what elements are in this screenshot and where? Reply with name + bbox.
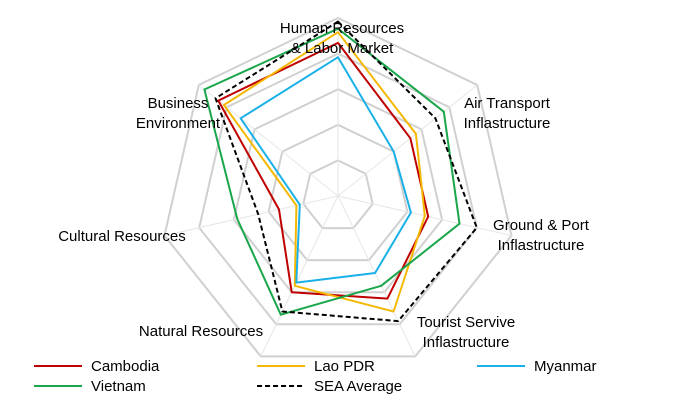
series-cambodia — [217, 41, 430, 300]
series-sea-average — [214, 20, 478, 323]
legend-label-lao-pdr: Lao PDR — [314, 358, 375, 375]
radar-series — [203, 20, 478, 323]
axis-label-cultural: Cultural Resources — [58, 228, 186, 245]
grid-ring-5 — [163, 16, 513, 358]
radar-spokes — [164, 18, 512, 357]
grid-ring-4 — [198, 52, 478, 326]
series-myanmar — [239, 56, 412, 284]
axis-labels: Human Resources & Labor Market Air Transpo… — [58, 20, 590, 351]
legend: Cambodia Lao PDR Myanmar Vietnam SEA Average — [34, 358, 597, 395]
grid-ring-3 — [232, 88, 444, 294]
axis-label-air: Air Transport Inflastructure — [464, 95, 551, 132]
axis-spoke-business — [198, 84, 339, 197]
series-vietnam — [203, 27, 461, 316]
legend-label-vietnam: Vietnam — [91, 378, 146, 395]
axis-spoke-cultural — [164, 195, 339, 237]
axis-spoke-tourist — [337, 195, 416, 357]
series-lao-pdr — [222, 31, 426, 313]
axis-label-hr: Human Resources & Labor Market — [280, 20, 404, 57]
grid-ring-1 — [302, 159, 374, 230]
axis-label-tourist: Tourist Servive Inflastructure — [417, 314, 515, 351]
axis-spoke-air — [337, 84, 478, 197]
legend-label-cambodia: Cambodia — [91, 358, 160, 375]
axis-label-natural: Natural Resources — [139, 323, 263, 340]
axis-spoke-natural — [260, 195, 339, 357]
axis-label-ground: Ground & Port Inflastructure — [493, 217, 590, 254]
axis-label-business: Business Environment — [136, 95, 221, 132]
legend-label-myanmar: Myanmar — [534, 358, 597, 375]
legend-label-sea-average: SEA Average — [314, 378, 402, 395]
